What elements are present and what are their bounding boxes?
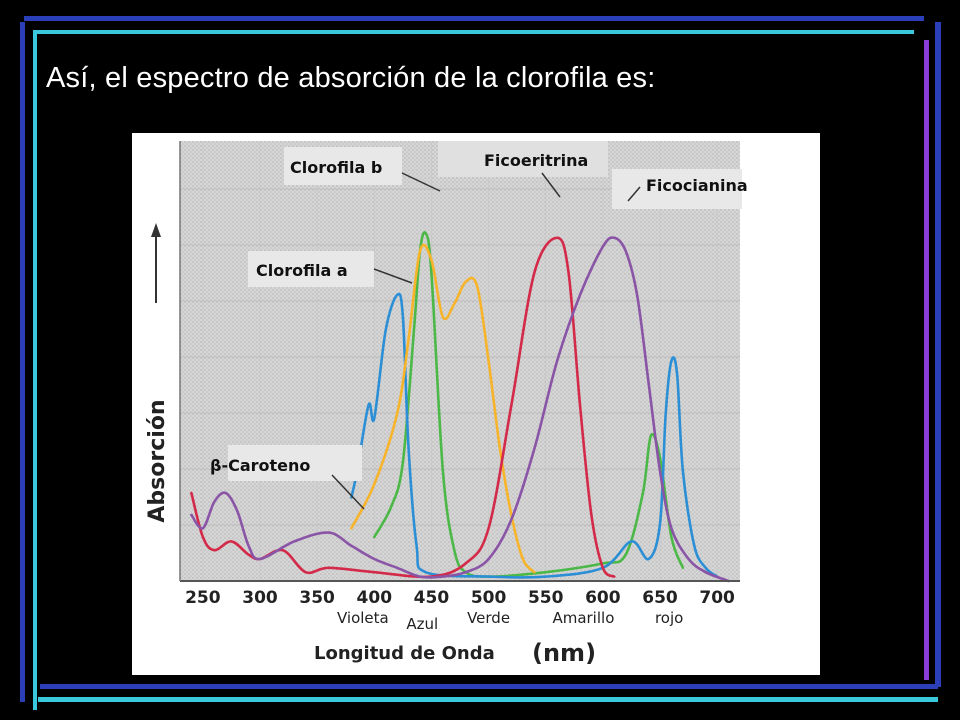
frame-bar-left-blue — [20, 22, 25, 702]
x-tick-labels: 250 300 350 400 450 500 550 600 650 700 — [185, 588, 735, 608]
region-label-amarillo: Amarillo — [552, 609, 614, 627]
callout-ficoeritrina: Ficoeritrina — [484, 151, 588, 170]
x-tick-label: 250 — [185, 588, 221, 608]
region-label-violeta: Violeta — [337, 609, 389, 627]
region-label-azul: Azul — [406, 615, 438, 633]
x-tick-label: 550 — [528, 588, 564, 608]
frame-bar-right-purple — [924, 40, 929, 680]
series-line-clorofila-b — [373, 231, 685, 578]
series-line-ficocianina — [190, 236, 730, 583]
frame-bar-right-blue — [935, 22, 941, 687]
callout-line-ficoeritrina — [541, 172, 561, 198]
slide-title: Así, el espectro de absorción de la clor… — [46, 62, 656, 94]
x-axis-title: Longitud de Onda — [314, 643, 495, 664]
region-label-rojo: rojo — [655, 609, 683, 627]
region-label-verde: Verde — [467, 609, 510, 627]
x-tick-label: 500 — [471, 588, 507, 608]
series-line-ficoeritrina — [190, 236, 616, 579]
series-line-clorofila-a — [350, 292, 719, 579]
frame-bar-top-cyan — [34, 30, 914, 34]
y-axis-arrow-icon — [151, 223, 161, 237]
y-axis-title: Absorción — [145, 399, 170, 522]
grid — [180, 141, 740, 581]
x-axis-unit: (nm) — [532, 639, 596, 667]
color-region-labels: Violeta Azul Verde Amarillo rojo — [337, 609, 683, 633]
callout-clorofila-a: Clorofila a — [256, 261, 348, 280]
frame-bar-top-blue — [24, 16, 924, 21]
x-tick-label: 450 — [414, 588, 450, 608]
chart-svg: 250 300 350 400 450 500 550 600 650 700 Violeta Az… — [145, 141, 748, 667]
frame-bar-bottom-cyan — [38, 697, 938, 702]
callout-line-caroteno — [331, 474, 365, 510]
series-callouts: Clorofila b Clorofila a β-Caroteno Ficoe… — [210, 141, 748, 510]
series-group — [190, 231, 730, 583]
callout-line-clorofila-b — [401, 172, 441, 192]
callout-clorofila-b: Clorofila b — [290, 158, 382, 177]
series-line-caroteno — [350, 243, 536, 574]
x-tick-label: 300 — [242, 588, 278, 608]
callout-ficocianina: Ficocianina — [646, 176, 748, 195]
frame-bar-bottom-blue — [40, 684, 938, 689]
callout-line-clorofila-a — [373, 268, 413, 284]
frame-bar-left-cyan — [33, 30, 37, 710]
x-tick-label: 600 — [585, 588, 621, 608]
y-axis-title-group: Absorción — [145, 223, 170, 523]
x-tick-label: 700 — [699, 588, 735, 608]
callout-line-ficocianina — [627, 186, 641, 202]
x-tick-label: 400 — [357, 588, 393, 608]
callout-caroteno: β-Caroteno — [210, 456, 310, 475]
absorption-spectrum-chart: 250 300 350 400 450 500 550 600 650 700 Violeta Az… — [132, 133, 820, 675]
x-tick-label: 650 — [642, 588, 678, 608]
x-tick-label: 350 — [299, 588, 335, 608]
